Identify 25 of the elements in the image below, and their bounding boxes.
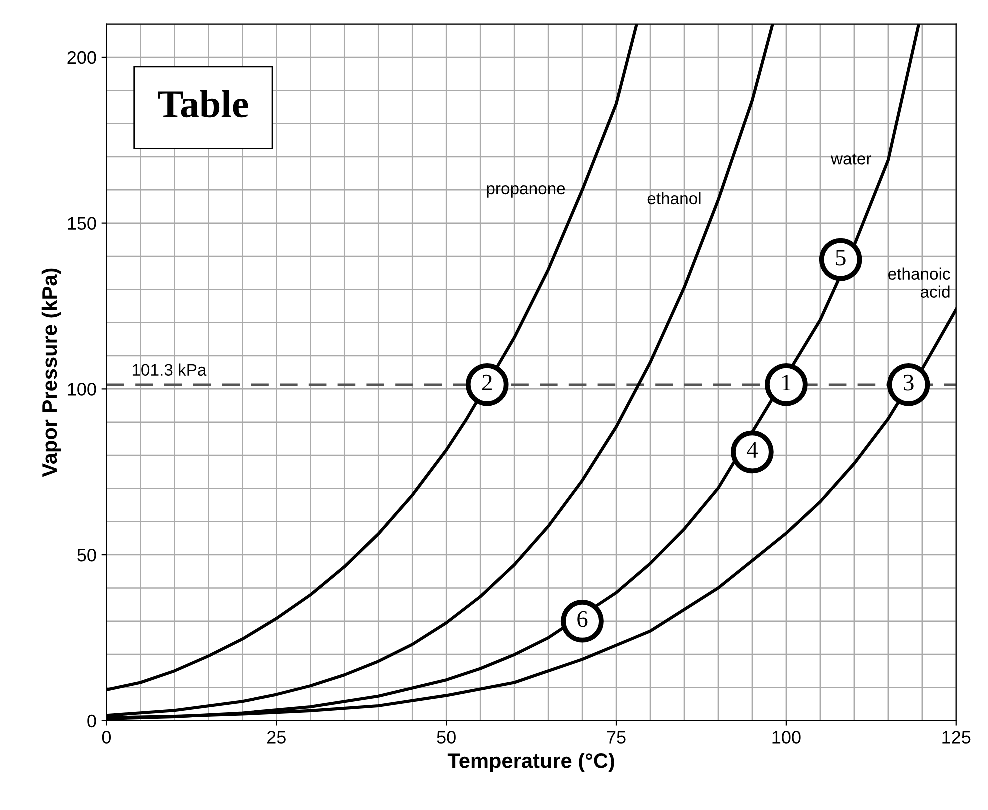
y-tick-label: 150: [68, 217, 96, 230]
y-tick-label: 200: [68, 51, 96, 64]
annotation: 1: [782, 374, 791, 391]
annotation: 3: [904, 374, 914, 391]
annotation: 6: [578, 611, 588, 628]
series-label: ethanol: [648, 192, 701, 205]
series-label: ethanoic acid: [888, 268, 950, 298]
x-tick-label: 50: [437, 731, 456, 744]
y-tick-label: 50: [78, 548, 96, 562]
annotation: 4: [747, 442, 758, 458]
y-tick-label: 0: [88, 714, 96, 728]
annotation: 2: [482, 374, 492, 391]
x-tick-label: 125: [942, 731, 971, 744]
x-tick-label: 0: [102, 731, 112, 744]
y-axis-title: Vapor Pressure (kPa): [42, 268, 62, 478]
x-tick-label: 75: [607, 731, 626, 744]
ref-line-label: 101.3 kPa: [132, 364, 207, 376]
series-label: water: [830, 154, 872, 165]
annotation: 5: [836, 250, 846, 266]
annotation: Table: [158, 90, 248, 118]
x-tick-label: 100: [772, 731, 801, 744]
x-axis-title: Temperature (°C): [448, 753, 614, 772]
y-tick-label: 100: [68, 383, 96, 396]
series-label: propanone: [487, 186, 566, 198]
x-tick-label: 25: [268, 731, 286, 744]
